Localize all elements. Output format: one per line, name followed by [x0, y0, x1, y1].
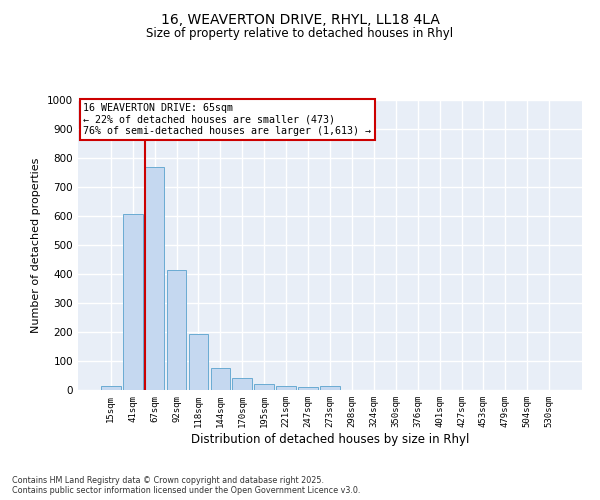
Bar [298, 386, 318, 390]
X-axis label: Distribution of detached houses by size in Rhyl: Distribution of detached houses by size … [191, 432, 469, 446]
Y-axis label: Number of detached properties: Number of detached properties [31, 158, 41, 332]
Bar [211, 368, 230, 390]
Text: Size of property relative to detached houses in Rhyl: Size of property relative to detached ho… [146, 28, 454, 40]
Text: 16 WEAVERTON DRIVE: 65sqm
← 22% of detached houses are smaller (473)
76% of semi: 16 WEAVERTON DRIVE: 65sqm ← 22% of detac… [83, 103, 371, 136]
Text: Contains HM Land Registry data © Crown copyright and database right 2025.
Contai: Contains HM Land Registry data © Crown c… [12, 476, 361, 495]
Bar [188, 334, 208, 390]
Text: 16, WEAVERTON DRIVE, RHYL, LL18 4LA: 16, WEAVERTON DRIVE, RHYL, LL18 4LA [161, 12, 439, 26]
Bar [167, 270, 187, 390]
Bar [276, 386, 296, 390]
Bar [254, 384, 274, 390]
Bar [123, 214, 143, 390]
Bar [320, 386, 340, 390]
Bar [145, 166, 164, 390]
Bar [101, 386, 121, 390]
Bar [232, 378, 252, 390]
